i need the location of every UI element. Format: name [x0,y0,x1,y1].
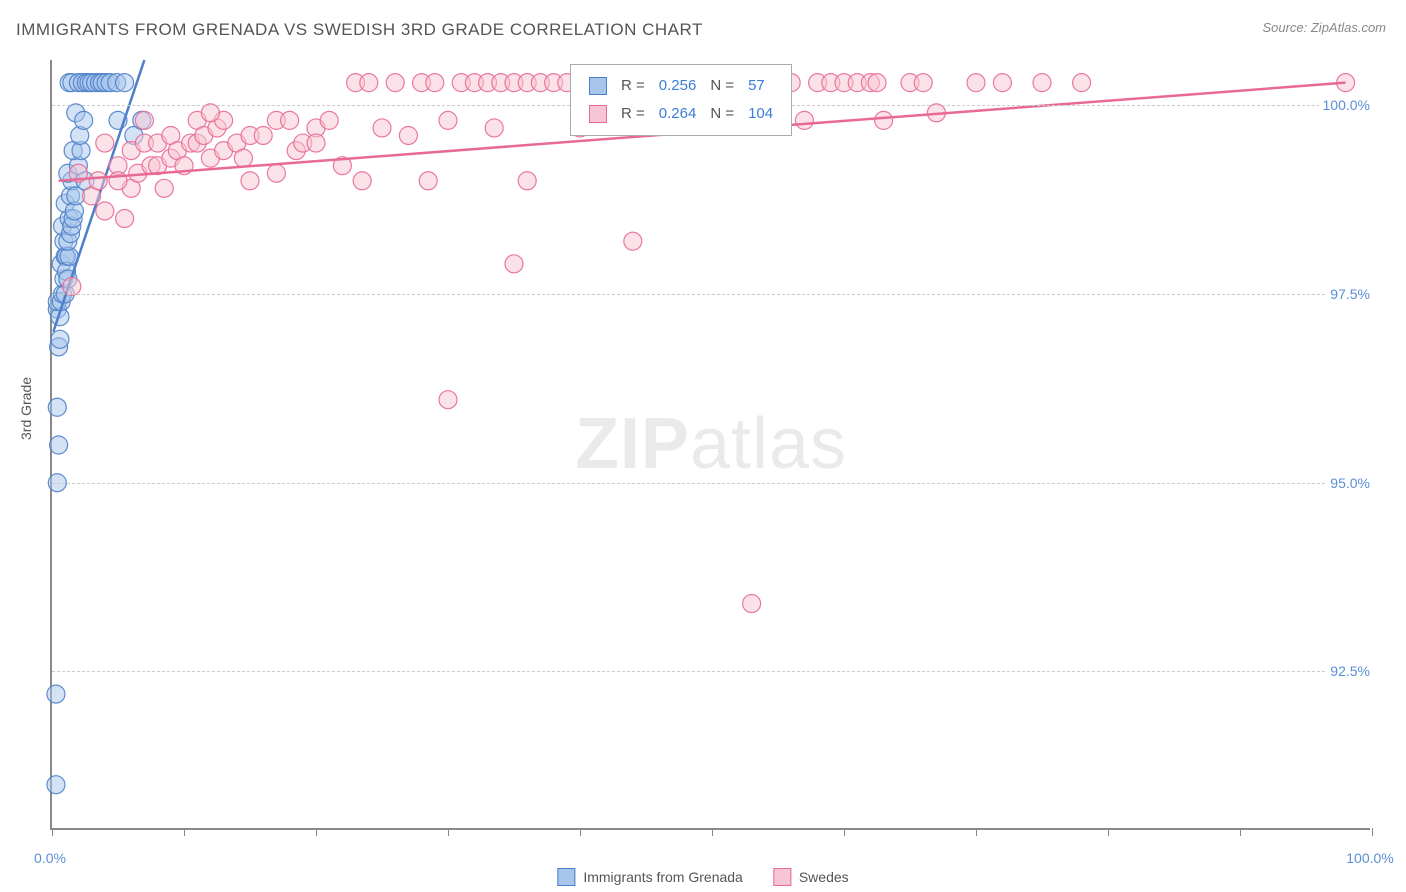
data-point [439,111,457,129]
data-point [51,330,69,348]
xtick [976,828,977,836]
legend-r-value-2: 0.264 [653,101,703,127]
gridline-h [52,483,1370,484]
data-point [254,126,272,144]
data-point [399,126,417,144]
legend-item-swedes: Swedes [773,868,849,886]
legend-r-label-2: R = [615,101,651,127]
xtick [52,828,53,836]
data-point [320,111,338,129]
xtick [844,828,845,836]
data-point [234,149,252,167]
legend-bottom: Immigrants from Grenada Swedes [557,868,848,886]
data-point [993,74,1011,92]
plot-area: ZIPatlas 92.5%95.0%97.5%100.0% [50,60,1370,830]
y-axis-label: 3rd Grade [18,377,34,440]
data-point [795,111,813,129]
data-point [485,119,503,137]
xtick-label: 100.0% [1346,850,1393,866]
data-point [875,111,893,129]
gridline-h [52,671,1370,672]
data-point [281,111,299,129]
xtick [448,828,449,836]
data-point [63,277,81,295]
xtick [1240,828,1241,836]
data-point [868,74,886,92]
data-point [50,436,68,454]
xtick [580,828,581,836]
data-point [426,74,444,92]
data-point [307,134,325,152]
data-point [914,74,932,92]
legend-swatch-grenada [557,868,575,886]
ytick-label: 100.0% [1319,97,1374,113]
data-point [267,164,285,182]
data-point [439,391,457,409]
legend-swatch-swedes [773,868,791,886]
legend-n-value-2: 104 [742,101,779,127]
data-point [96,134,114,152]
legend-stats-row-1: R = 0.256 N = 57 [583,73,779,99]
legend-stats-swatch-1 [589,77,607,95]
data-point [155,179,173,197]
data-point [48,398,66,416]
data-point [419,172,437,190]
data-point [116,210,134,228]
data-point [47,776,65,794]
data-point [201,104,219,122]
ytick-label: 97.5% [1326,286,1374,302]
legend-n-label-1: N = [704,73,740,99]
xtick [316,828,317,836]
data-point [518,172,536,190]
data-point [75,111,93,129]
chart-svg [52,60,1370,828]
data-point [96,202,114,220]
xtick [712,828,713,836]
legend-item-grenada: Immigrants from Grenada [557,868,743,886]
data-point [373,119,391,137]
legend-n-label-2: N = [704,101,740,127]
data-point [89,172,107,190]
data-point [241,172,259,190]
data-point [743,595,761,613]
chart-title: IMMIGRANTS FROM GRENADA VS SWEDISH 3RD G… [16,20,703,40]
data-point [624,232,642,250]
data-point [116,74,134,92]
legend-r-label-1: R = [615,73,651,99]
data-point [1033,74,1051,92]
data-point [1073,74,1091,92]
xtick [1108,828,1109,836]
xtick-label: 0.0% [34,850,66,866]
data-point [386,74,404,92]
legend-stats-table: R = 0.256 N = 57 R = 0.264 N = 104 [581,71,781,129]
data-point [135,111,153,129]
ytick-label: 95.0% [1326,475,1374,491]
legend-n-value-1: 57 [742,73,779,99]
ytick-label: 92.5% [1326,663,1374,679]
legend-label-swedes: Swedes [799,869,849,885]
data-point [353,172,371,190]
data-point [109,172,127,190]
data-point [505,255,523,273]
legend-stats-row-2: R = 0.264 N = 104 [583,101,779,127]
source-attribution: Source: ZipAtlas.com [1262,20,1386,35]
xtick [184,828,185,836]
data-point [360,74,378,92]
legend-label-grenada: Immigrants from Grenada [583,869,743,885]
data-point [47,685,65,703]
legend-stats-swatch-2 [589,105,607,123]
xtick [1372,828,1373,836]
legend-r-value-1: 0.256 [653,73,703,99]
gridline-h [52,294,1370,295]
data-point [967,74,985,92]
legend-stats-box: R = 0.256 N = 57 R = 0.264 N = 104 [570,64,792,136]
